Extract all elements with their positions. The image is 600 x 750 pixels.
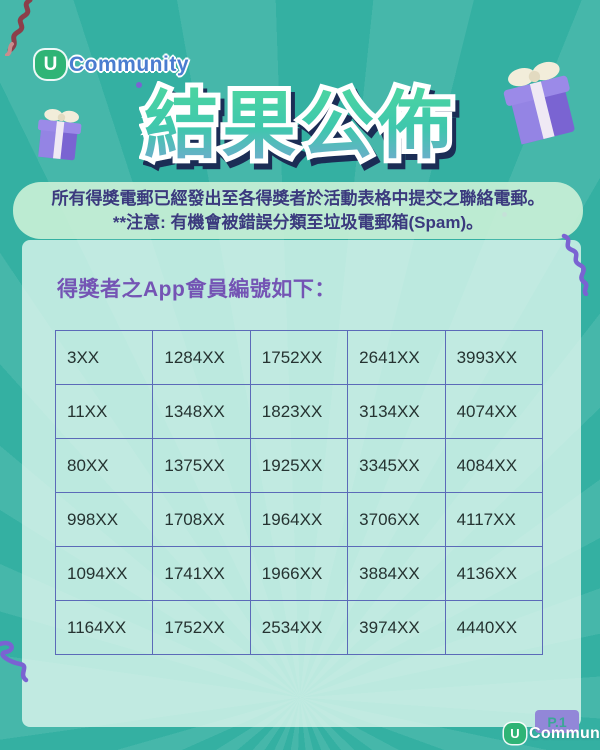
member-id: 3345XX bbox=[347, 438, 446, 493]
member-id: 1375XX bbox=[152, 438, 251, 493]
table-row: 1094XX 1741XX 1966XX 3884XX 4136XX bbox=[54, 546, 544, 601]
page-number-badge: P.1 bbox=[535, 710, 579, 733]
winners-card: 得獎者之App會員編號如下： 3XX 1284XX 1752XX 2641XX … bbox=[22, 240, 581, 727]
streamer-confetti-icon bbox=[561, 233, 589, 296]
member-id: 3706XX bbox=[347, 492, 446, 547]
table-row: 1164XX 1752XX 2534XX 3974XX 4440XX bbox=[54, 600, 544, 655]
table-row: 11XX 1348XX 1823XX 3134XX 4074XX bbox=[54, 384, 544, 439]
member-id: 2641XX bbox=[347, 330, 446, 385]
member-id: 3134XX bbox=[347, 384, 446, 439]
streamer-confetti-icon bbox=[5, 0, 33, 56]
member-id: 1094XX bbox=[54, 546, 154, 601]
member-id: 1752XX bbox=[152, 600, 251, 655]
member-id: 3XX bbox=[54, 330, 154, 385]
table-row: 80XX 1375XX 1925XX 3345XX 4084XX bbox=[54, 438, 544, 493]
footer-brand-name: Community bbox=[529, 724, 600, 742]
member-id: 2534XX bbox=[249, 600, 349, 655]
member-id: 3974XX bbox=[347, 600, 446, 655]
brand-logo: U Community bbox=[35, 50, 189, 79]
footer-brand-logo: U Community bbox=[504, 723, 600, 744]
notice-banner: 所有得獎電郵已經發出至各得獎者於活動表格中提交之聯絡電郵。 **注意: 有機會被… bbox=[13, 182, 583, 239]
member-id: 1741XX bbox=[152, 546, 251, 601]
member-id: 4074XX bbox=[444, 384, 544, 439]
brand-u-icon: U bbox=[504, 723, 526, 744]
member-id: 11XX bbox=[54, 384, 154, 439]
notice-line1: 所有得獎電郵已經發出至各得獎者於活動表格中提交之聯絡電郵。 bbox=[51, 189, 545, 209]
gift-box-icon bbox=[37, 109, 82, 161]
member-id: 4440XX bbox=[444, 600, 544, 655]
member-id: 3993XX bbox=[444, 330, 544, 385]
member-id: 998XX bbox=[54, 492, 154, 547]
member-id: 1964XX bbox=[249, 492, 349, 547]
member-id: 1348XX bbox=[152, 384, 251, 439]
member-id: 3884XX bbox=[347, 546, 446, 601]
member-id: 80XX bbox=[54, 438, 154, 493]
page-title-outline: 結果公佈 bbox=[0, 78, 600, 174]
table-row: 998XX 1708XX 1964XX 3706XX 4117XX bbox=[54, 492, 544, 547]
table-row: 3XX 1284XX 1752XX 2641XX 3993XX bbox=[54, 330, 544, 385]
member-id: 1925XX bbox=[249, 438, 349, 493]
brand-u-icon: U bbox=[35, 50, 66, 79]
gift-box-icon bbox=[503, 61, 575, 145]
member-id: 1966XX bbox=[249, 546, 349, 601]
winners-heading: 得獎者之App會員編號如下： bbox=[57, 278, 336, 301]
member-id: 1284XX bbox=[152, 330, 251, 385]
member-id: 1823XX bbox=[249, 384, 349, 439]
member-id: 4084XX bbox=[444, 438, 544, 493]
page-title: 結果公佈 結果公佈 bbox=[0, 78, 600, 178]
winners-table: 3XX 1284XX 1752XX 2641XX 3993XX 11XX 134… bbox=[54, 330, 544, 655]
streamer-confetti-icon bbox=[0, 640, 29, 683]
member-id: 1164XX bbox=[54, 600, 154, 655]
page-title-text: 結果公佈 bbox=[0, 78, 600, 174]
confetti-dot-icon bbox=[136, 82, 142, 88]
member-id: 4136XX bbox=[444, 546, 544, 601]
notice-line2: **注意: 有機會被錯誤分類至垃圾電郵箱(Spam)。 bbox=[112, 212, 484, 232]
brand-name: Community bbox=[69, 52, 189, 76]
member-id: 4117XX bbox=[444, 492, 544, 547]
member-id: 1752XX bbox=[249, 330, 349, 385]
member-id: 1708XX bbox=[152, 492, 251, 547]
